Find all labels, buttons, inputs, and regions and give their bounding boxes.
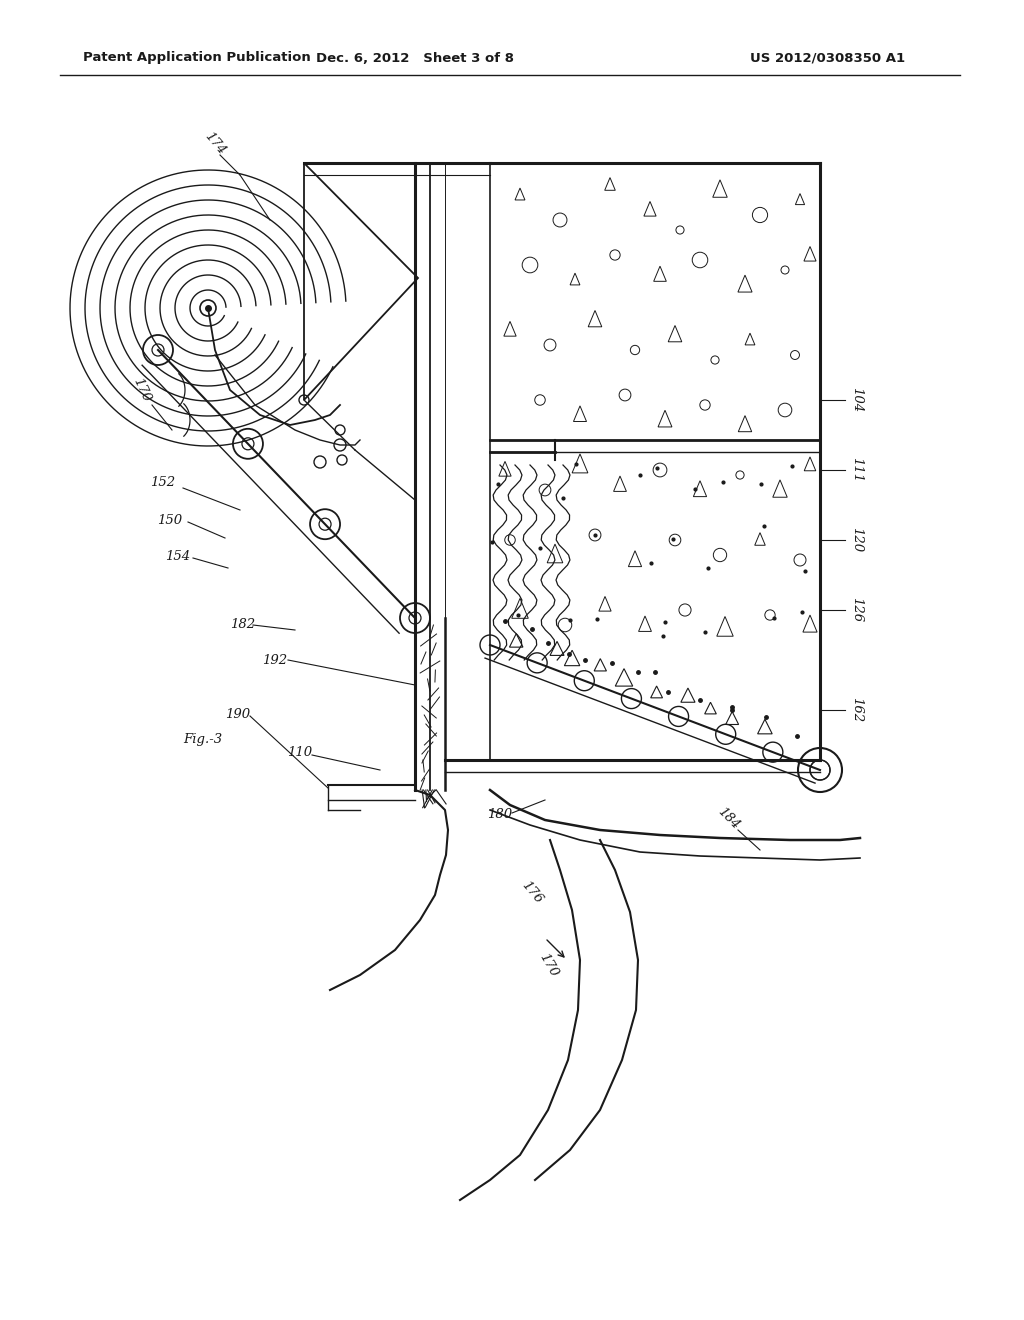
Text: 182: 182 <box>230 619 256 631</box>
Text: 190: 190 <box>225 708 251 721</box>
Text: 176: 176 <box>519 878 545 906</box>
Text: Patent Application Publication: Patent Application Publication <box>83 51 310 65</box>
Text: 120: 120 <box>851 528 863 553</box>
Text: 184: 184 <box>715 804 741 832</box>
Text: 192: 192 <box>262 653 288 667</box>
Text: 152: 152 <box>151 477 175 490</box>
Text: Dec. 6, 2012   Sheet 3 of 8: Dec. 6, 2012 Sheet 3 of 8 <box>316 51 514 65</box>
Text: 180: 180 <box>487 808 513 821</box>
Text: 104: 104 <box>851 388 863 413</box>
Text: US 2012/0308350 A1: US 2012/0308350 A1 <box>750 51 905 65</box>
Text: 174: 174 <box>202 129 228 157</box>
Text: 162: 162 <box>851 697 863 722</box>
Text: 170: 170 <box>537 950 560 979</box>
Text: 110: 110 <box>288 746 312 759</box>
Text: 111: 111 <box>851 458 863 483</box>
Text: Fig.-3: Fig.-3 <box>183 734 222 747</box>
Text: 150: 150 <box>158 513 182 527</box>
Text: 170: 170 <box>131 376 154 404</box>
Text: 154: 154 <box>166 549 190 562</box>
Text: 126: 126 <box>851 598 863 623</box>
